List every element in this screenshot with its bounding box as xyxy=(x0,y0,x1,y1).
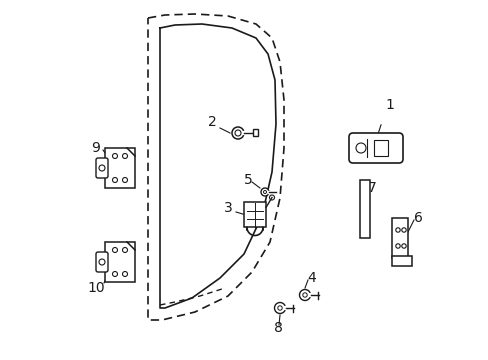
Text: 5: 5 xyxy=(243,173,252,187)
Text: 8: 8 xyxy=(273,321,282,335)
Bar xyxy=(105,148,135,188)
Text: 10: 10 xyxy=(87,281,104,295)
Text: 3: 3 xyxy=(223,201,232,215)
Circle shape xyxy=(235,130,241,136)
Bar xyxy=(391,256,411,266)
Bar xyxy=(391,218,407,258)
Text: 9: 9 xyxy=(91,141,100,155)
Text: 6: 6 xyxy=(413,211,422,225)
Bar xyxy=(359,180,369,238)
Circle shape xyxy=(231,127,244,139)
Circle shape xyxy=(261,188,268,196)
Text: 4: 4 xyxy=(307,271,316,285)
Bar xyxy=(373,140,387,156)
FancyBboxPatch shape xyxy=(96,252,108,272)
Text: 2: 2 xyxy=(207,115,216,129)
Bar xyxy=(244,202,265,228)
Text: 7: 7 xyxy=(367,181,376,195)
Circle shape xyxy=(302,293,306,297)
Circle shape xyxy=(277,306,282,310)
FancyBboxPatch shape xyxy=(96,158,108,178)
FancyBboxPatch shape xyxy=(348,133,402,163)
Circle shape xyxy=(263,190,266,193)
Bar xyxy=(105,242,135,282)
Bar xyxy=(252,130,258,136)
Text: 1: 1 xyxy=(385,98,394,112)
Circle shape xyxy=(299,289,310,301)
Circle shape xyxy=(274,302,285,314)
